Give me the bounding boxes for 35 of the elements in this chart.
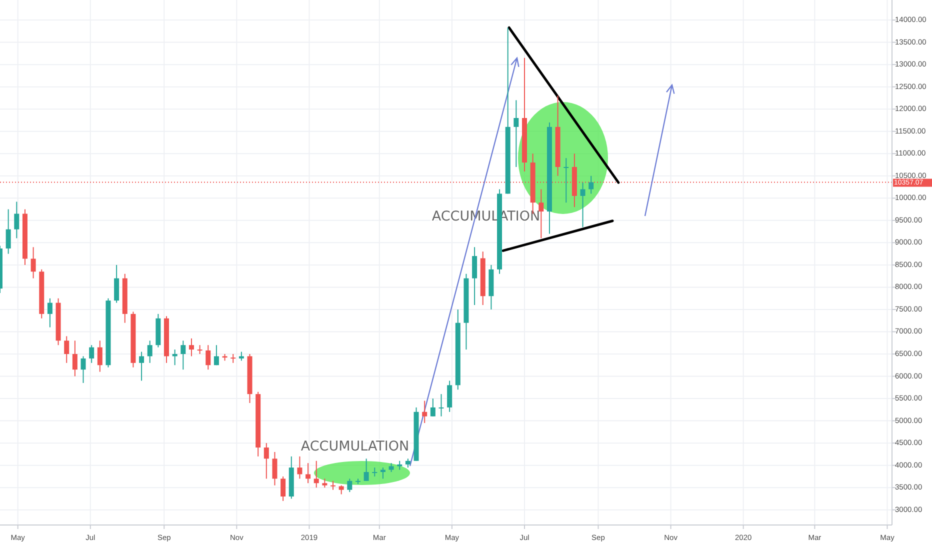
candlestick — [364, 458, 369, 482]
candlestick — [6, 208, 11, 254]
candlestick — [188, 338, 194, 357]
candlestick — [430, 398, 436, 417]
candlestick — [89, 344, 94, 364]
candlestick — [422, 400, 428, 424]
candlestick — [114, 264, 120, 304]
candlestick — [588, 175, 594, 194]
candlestick — [272, 451, 278, 486]
candlestick — [97, 340, 102, 372]
candlestick — [314, 460, 319, 488]
candlestick — [447, 380, 452, 412]
candlestick — [514, 100, 519, 168]
candlestick — [47, 298, 52, 328]
candlestick — [64, 336, 70, 364]
candlestick — [347, 478, 352, 493]
candlestick — [297, 456, 302, 480]
candlestick — [80, 356, 86, 384]
candlestick — [564, 158, 569, 204]
candlestick — [180, 340, 186, 370]
candlestick — [538, 188, 544, 239]
candlestick — [306, 462, 311, 484]
candlestick — [264, 442, 269, 480]
candlestick — [147, 340, 152, 364]
candlestick — [72, 340, 78, 377]
candlestick — [472, 246, 478, 306]
candlestick — [30, 246, 36, 279]
annotation: ACCUMULATION — [300, 438, 410, 455]
candlestick — [214, 344, 219, 366]
candlestick — [139, 351, 144, 382]
candlestick — [206, 344, 211, 370]
candlestick — [438, 394, 444, 417]
candlestick — [280, 476, 286, 502]
candlestick — [14, 201, 20, 239]
candlestick — [580, 182, 586, 228]
